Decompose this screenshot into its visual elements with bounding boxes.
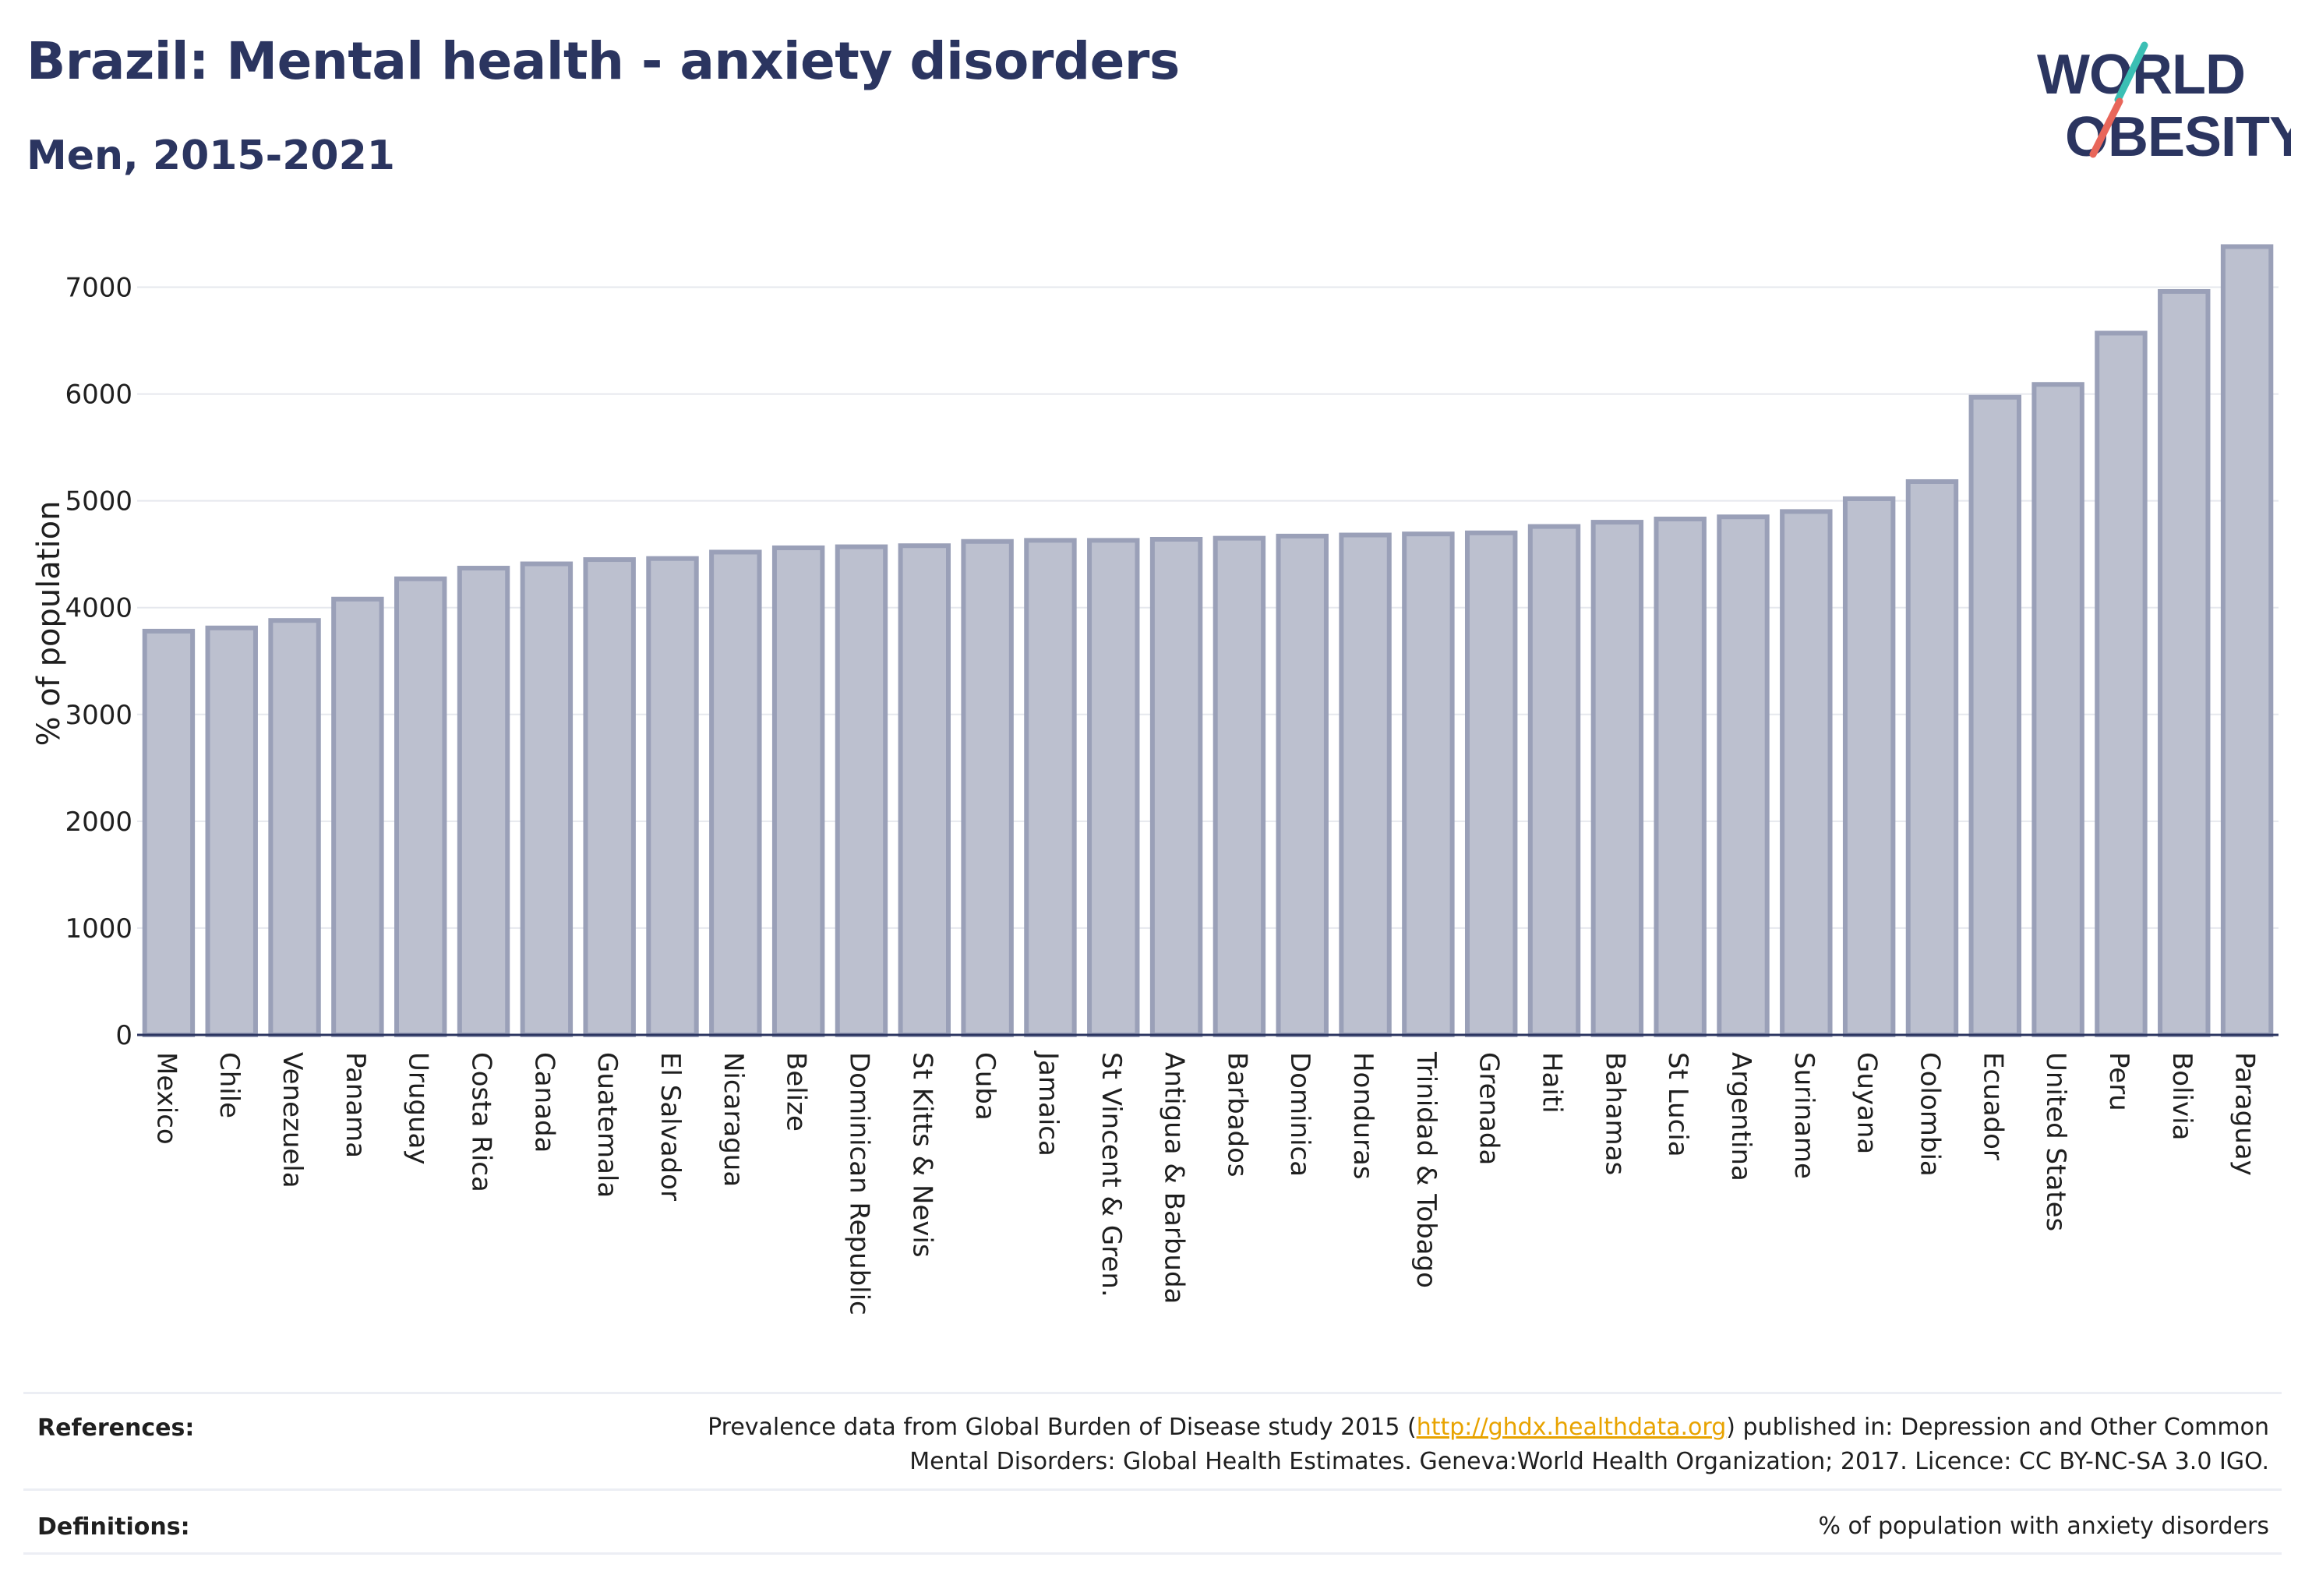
x-tick-label: Trinidad & Tobago [1410, 1051, 1442, 1288]
logo-slash-red [2089, 97, 2123, 158]
x-tick-label: Dominican Republic [843, 1052, 874, 1315]
references-link[interactable]: http://ghdx.healthdata.org [1416, 1414, 1727, 1441]
references-line2: Mental Disorders: Global Health Estimate… [909, 1448, 2269, 1475]
bar [205, 625, 258, 1037]
x-tick-label: Cuba [969, 1052, 1001, 1121]
x-tick-label: Ecuador [1977, 1052, 2008, 1160]
chart-subtitle: Men, 2015-2021 [26, 132, 395, 179]
logo-slash-teal [2114, 41, 2148, 104]
x-tick-label: Chile [214, 1052, 245, 1118]
x-tick-label: Guyana [1851, 1052, 1883, 1154]
references-text: Prevalence data from Global Burden of Di… [477, 1411, 2269, 1479]
bar [331, 596, 384, 1037]
bar [1654, 516, 1707, 1037]
bar [1527, 524, 1581, 1037]
definitions-text: % of population with anxiety disorders [1818, 1513, 2269, 1540]
x-tick-label: St Vincent & Gren. [1096, 1052, 1127, 1298]
x-tick-label: Antigua & Barbuda [1159, 1052, 1190, 1304]
bar [1905, 478, 1959, 1037]
x-tick-label: Honduras [1347, 1052, 1378, 1180]
x-tick-label: Grenada [1474, 1052, 1505, 1165]
x-tick-label: Belize [781, 1052, 812, 1132]
x-tick-label: Uruguay [403, 1052, 434, 1165]
bar [1464, 530, 1518, 1037]
references-label: References: [37, 1414, 195, 1442]
bar [961, 538, 1014, 1037]
bar [1339, 532, 1392, 1037]
x-tick-label: Bahamas [1599, 1052, 1630, 1175]
bar [1968, 394, 2022, 1038]
x-tick-label: Suriname [1788, 1052, 1820, 1179]
x-tick-label: Nicaragua [718, 1052, 749, 1187]
bar [709, 549, 762, 1037]
bar [646, 556, 699, 1037]
bar [898, 543, 951, 1037]
definitions-label: Definitions: [37, 1513, 190, 1541]
x-tick-label: El Salvador [655, 1052, 686, 1201]
x-tick-label: Dominica [1284, 1052, 1315, 1177]
y-axis-label: % of population [31, 501, 67, 747]
references-text-before: Prevalence data from Global Burden of Di… [708, 1414, 1417, 1441]
x-tick-label: Costa Rica [466, 1052, 497, 1192]
y-tick-label: 7000 [65, 273, 132, 304]
x-tick-label: Barbados [1221, 1052, 1252, 1178]
divider-bottom [23, 1552, 2282, 1555]
x-tick-label: Colombia [1914, 1052, 1945, 1177]
bar [835, 544, 888, 1037]
x-tick-label: Jamaica [1032, 1050, 1064, 1156]
x-tick-label: United States [2040, 1052, 2071, 1231]
bar [1276, 533, 1329, 1037]
x-tick-label: Bolivia [2166, 1052, 2197, 1140]
bar-chart: 0 1000 2000 3000 4000 5000 6000 7000 Mexico Chil… [31, 244, 2279, 1315]
x-tick-label: Paraguay [2229, 1052, 2261, 1176]
bar [2095, 330, 2148, 1037]
bars [142, 244, 2274, 1038]
bar [1590, 520, 1644, 1037]
y-tick-label: 4000 [65, 593, 132, 624]
x-tick-label: Haiti [1537, 1052, 1568, 1114]
x-tick-label: St Kitts & Nevis [906, 1052, 937, 1258]
bar [771, 545, 825, 1037]
bar [2031, 382, 2084, 1038]
y-axis-ticks: 0 1000 2000 3000 4000 5000 6000 7000 [65, 273, 132, 1051]
bar [394, 576, 447, 1037]
x-tick-label: Peru [2103, 1052, 2134, 1111]
y-tick-label: 3000 [65, 700, 132, 731]
chart-title: Brazil: Mental health - anxiety disorder… [26, 31, 1180, 91]
world-obesity-logo: WORLD OBESITY [2037, 41, 2291, 168]
x-tick-label: Guatemala [591, 1052, 623, 1198]
bar [1402, 531, 1455, 1037]
bar [1149, 537, 1203, 1037]
y-tick-label: 2000 [65, 807, 132, 838]
bar [268, 618, 321, 1037]
x-tick-label: Canada [528, 1052, 559, 1153]
x-axis-ticks: Mexico Chile Venezuela Panama Uruguay Costa R… [150, 1050, 2260, 1315]
bar [1213, 535, 1266, 1037]
bar [2158, 289, 2211, 1037]
bar [1842, 496, 1896, 1037]
x-tick-label: Venezuela [277, 1052, 308, 1188]
x-tick-label: Mexico [150, 1052, 182, 1145]
bar [1717, 514, 1770, 1037]
bar [1780, 509, 1833, 1037]
divider-top [23, 1392, 2282, 1394]
bar [1024, 538, 1077, 1037]
bar [457, 566, 510, 1037]
divider-middle [23, 1488, 2282, 1491]
y-tick-label: 5000 [65, 486, 132, 517]
y-tick-label: 6000 [65, 380, 132, 411]
x-tick-label: St Lucia [1662, 1052, 1693, 1157]
x-tick-label: Panama [340, 1052, 371, 1158]
bar [2220, 244, 2274, 1037]
x-tick-label: Argentina [1725, 1052, 1756, 1181]
references-text-after: ) published in: Depression and Other Com… [1726, 1414, 2269, 1441]
bar [520, 561, 574, 1037]
bar [142, 628, 196, 1037]
y-tick-label: 0 [115, 1020, 132, 1051]
bar [1087, 538, 1140, 1037]
bar [583, 557, 636, 1037]
y-tick-label: 1000 [65, 913, 132, 945]
